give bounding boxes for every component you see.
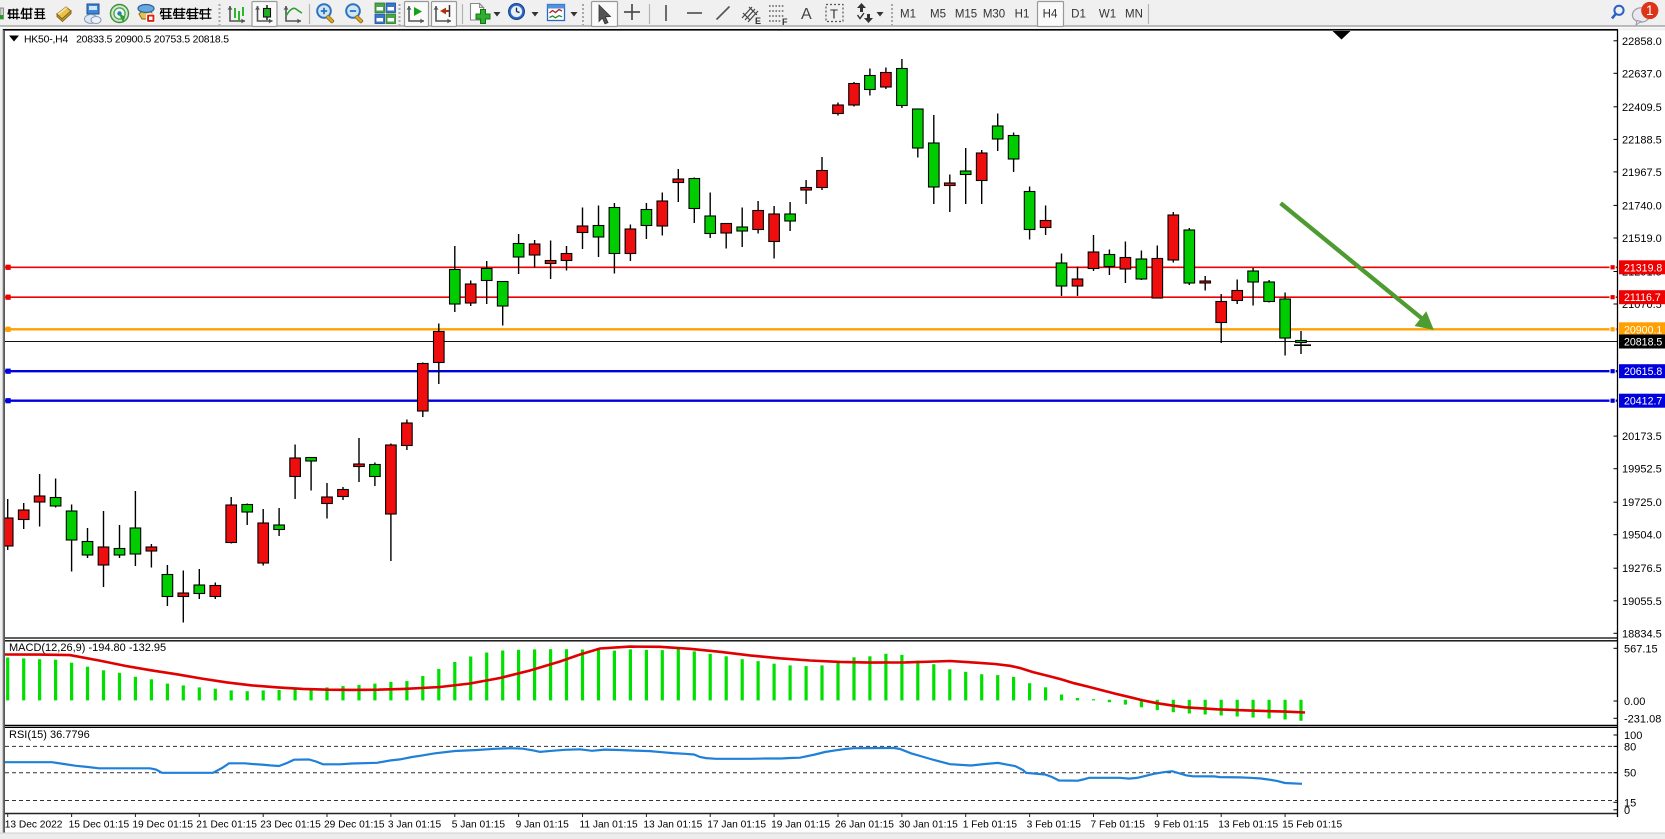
svg-text:19055.5: 19055.5 [1622,596,1662,608]
svg-text:20412.7: 20412.7 [1624,396,1662,408]
svg-text:E: E [755,16,761,26]
svg-text:1: 1 [1646,3,1654,18]
svg-text:3 Feb 01:15: 3 Feb 01:15 [1027,820,1082,831]
svg-text:29 Dec 01:15: 29 Dec 01:15 [324,820,385,831]
svg-text:21519.0: 21519.0 [1622,233,1662,245]
svg-text:13 Feb 01:15: 13 Feb 01:15 [1218,820,1278,831]
svg-text:22188.5: 22188.5 [1622,134,1662,146]
svg-text:15 Dec 01:15: 15 Dec 01:15 [69,820,130,831]
svg-text:22858.0: 22858.0 [1622,36,1662,48]
svg-text:3 Jan 01:15: 3 Jan 01:15 [388,820,442,831]
svg-text:19725.0: 19725.0 [1622,497,1662,509]
svg-text:21 Dec 01:15: 21 Dec 01:15 [196,820,257,831]
svg-text:1 Feb 01:15: 1 Feb 01:15 [963,820,1018,831]
svg-text:30 Jan 01:15: 30 Jan 01:15 [899,820,958,831]
svg-text:11 Jan 01:15: 11 Jan 01:15 [580,820,638,831]
svg-text:HK50-,H4 20833.5 20900.5 207: HK50-,H4 20833.5 20900.5 20753.5 20818.5 [24,35,229,46]
svg-text:23 Dec 01:15: 23 Dec 01:15 [260,820,321,831]
svg-text:M30: M30 [983,9,1005,21]
svg-text:H1: H1 [1015,9,1030,21]
svg-text:RSI(15) 36.7796: RSI(15) 36.7796 [9,729,90,741]
svg-text:MN: MN [1125,9,1143,21]
svg-text:19 Dec 01:15: 19 Dec 01:15 [132,820,193,831]
svg-text:19504.0: 19504.0 [1622,530,1662,542]
svg-text:15 Feb 01:15: 15 Feb 01:15 [1282,820,1342,831]
svg-text:A: A [801,6,812,23]
svg-text:13 Jan 01:15: 13 Jan 01:15 [643,820,702,831]
svg-text:T: T [830,7,838,22]
svg-text:15: 15 [1624,797,1636,809]
svg-text:50: 50 [1624,768,1636,780]
svg-text:21740.0: 21740.0 [1622,200,1662,212]
svg-text:22409.5: 22409.5 [1622,102,1662,114]
svg-text:21319.8: 21319.8 [1624,262,1662,274]
svg-text:17 Jan 01:15: 17 Jan 01:15 [707,820,766,831]
svg-text:-231.08: -231.08 [1624,713,1661,725]
svg-text:M1: M1 [900,9,916,21]
svg-text:19952.5: 19952.5 [1622,464,1662,476]
svg-text:80: 80 [1624,741,1636,753]
svg-text:9 Feb 01:15: 9 Feb 01:15 [1154,820,1209,831]
svg-text:13 Dec 2022: 13 Dec 2022 [5,820,63,831]
svg-text:21967.5: 21967.5 [1622,167,1662,179]
svg-text:21116.7: 21116.7 [1624,292,1661,304]
svg-text:20818.5: 20818.5 [1624,337,1662,349]
svg-text:F: F [782,17,788,27]
svg-text:20615.8: 20615.8 [1624,366,1662,378]
svg-text:19 Jan 01:15: 19 Jan 01:15 [771,820,830,831]
svg-text:M5: M5 [930,9,946,21]
svg-text:567.15: 567.15 [1624,643,1658,655]
svg-text:D1: D1 [1071,9,1086,21]
svg-text:9 Jan 01:15: 9 Jan 01:15 [516,820,570,831]
svg-text:H4: H4 [1043,9,1058,21]
svg-text:7 Feb 01:15: 7 Feb 01:15 [1091,820,1146,831]
svg-text:5 Jan 01:15: 5 Jan 01:15 [452,820,506,831]
svg-text:22637.0: 22637.0 [1622,68,1662,80]
svg-text:20173.5: 20173.5 [1622,431,1662,443]
svg-text:20900.1: 20900.1 [1624,324,1662,336]
svg-text:100: 100 [1624,730,1642,742]
svg-text:MACD(12,26,9) -194.80 -132.95: MACD(12,26,9) -194.80 -132.95 [9,642,166,654]
svg-text:0: 0 [1624,805,1630,817]
svg-text:M15: M15 [955,9,977,21]
svg-text:0.00: 0.00 [1624,696,1645,708]
svg-text:26 Jan 01:15: 26 Jan 01:15 [835,820,894,831]
svg-text:18834.5: 18834.5 [1622,628,1662,640]
svg-text:W1: W1 [1099,9,1116,21]
svg-text:19276.5: 19276.5 [1622,563,1662,575]
